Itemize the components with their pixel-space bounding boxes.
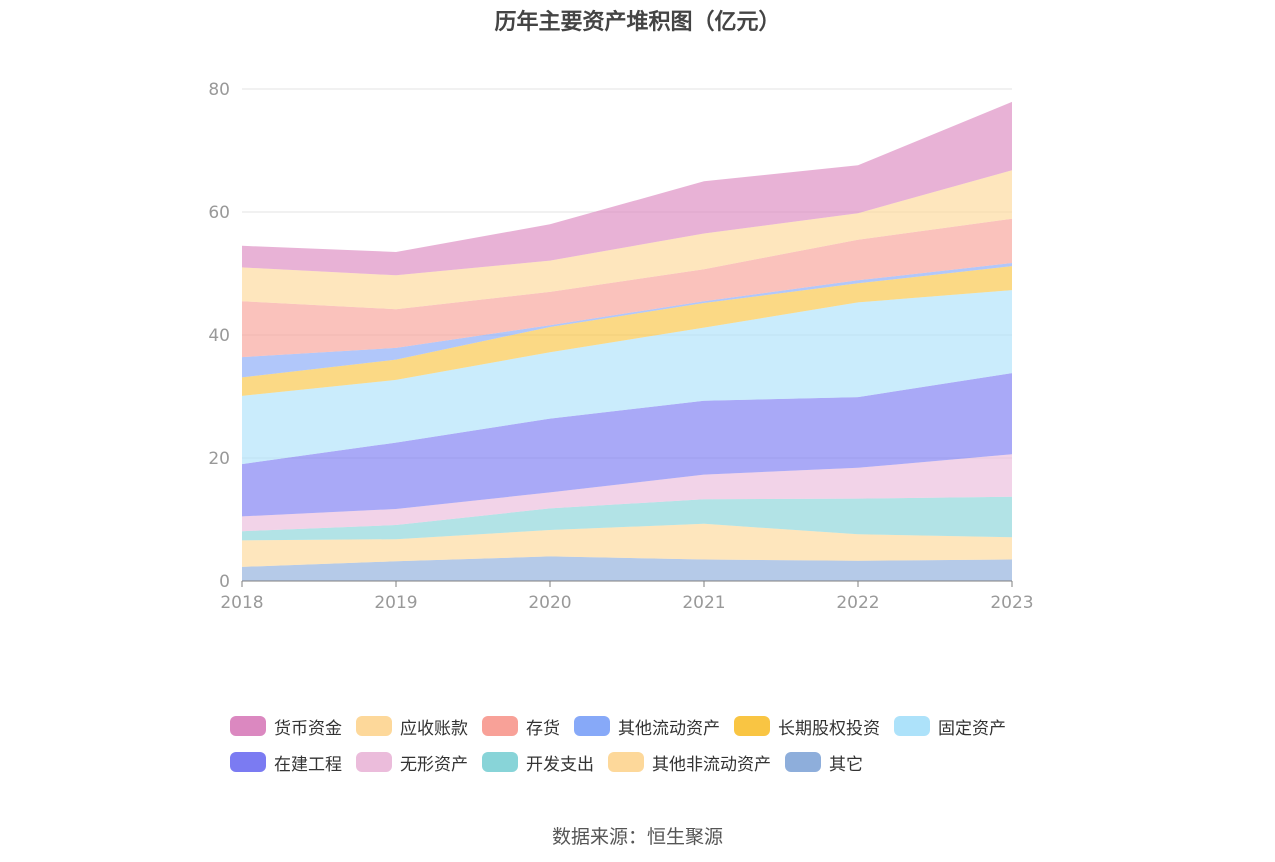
legend-swatch [356,716,392,736]
area-无形资产 [242,454,1012,532]
stacked-area-chart: 0 20 40 60 80 2018 2019 2020 2021 2022 2023 [208,80,1033,613]
chart-legend: 货币资金 应收账款 存货 其他流动资产 长期股权投资 固定资产在建工程 无形资产 开发支出 其他… [230,708,1090,780]
legend-item[interactable]: 开发支出 [482,750,594,775]
area-开发支出 [242,496,1012,541]
legend-item[interactable]: 长期股权投资 [734,714,880,739]
legend-swatch [574,716,610,736]
legend-item[interactable]: 存货 [482,714,560,739]
area-长期股权投资 [242,266,1012,396]
legend-item[interactable]: 应收账款 [356,714,468,739]
x-tick-label: 2021 [682,593,725,613]
data-source: 数据来源：恒生聚源 [551,826,723,848]
legend-item[interactable]: 其它 [785,750,863,775]
legend-item[interactable]: 无形资产 [356,750,468,775]
legend-swatch [608,752,644,772]
x-tick-label: 2018 [220,593,263,613]
y-tick-label: 40 [208,326,230,346]
legend-item[interactable]: 其他流动资产 [574,714,720,739]
area-应收账款 [242,170,1012,310]
legend-item[interactable]: 货币资金 [230,714,342,739]
legend-label: 长期股权投资 [778,718,880,739]
area-在建工程 [242,373,1012,517]
axes: 0 20 40 60 80 2018 2019 2020 2021 2022 2023 [208,80,1033,613]
legend-swatch [482,716,518,736]
legend-item[interactable]: 在建工程 [230,750,342,775]
area-存货 [242,218,1012,358]
x-tick-label: 2022 [836,593,879,613]
legend-swatch [356,752,392,772]
x-tick-label: 2023 [990,593,1033,613]
area-固定资产 [242,290,1012,465]
y-tick-label: 20 [208,449,230,469]
legend-item[interactable]: 其他非流动资产 [608,750,771,775]
legend-swatch [734,716,770,736]
legend-swatch [894,716,930,736]
legend-label: 存货 [526,718,560,739]
area-其他非流动资产 [242,523,1012,567]
y-tick-label: 60 [208,203,230,223]
y-tick-label: 80 [208,80,230,100]
area-其他流动资产 [242,263,1012,378]
legend-swatch [230,752,266,772]
legend-label: 货币资金 [274,718,342,739]
legend-row: 在建工程 无形资产 开发支出 其他非流动资产 其它 [230,744,1090,780]
legend-label: 其他流动资产 [618,718,720,739]
legend-label: 在建工程 [274,754,342,775]
x-tick-label: 2020 [528,593,571,613]
legend-item[interactable]: 固定资产 [894,714,1006,739]
legend-swatch [482,752,518,772]
legend-label: 其他非流动资产 [652,754,771,775]
area-货币资金 [242,101,1012,276]
chart-title: 历年主要资产堆积图（亿元） [494,10,781,35]
area-series [242,101,1012,581]
legend-label: 应收账款 [400,718,468,739]
legend-label: 开发支出 [526,754,594,775]
legend-swatch [230,716,266,736]
legend-label: 无形资产 [400,754,468,775]
y-tick-label: 0 [219,572,230,592]
x-tick-label: 2019 [374,593,417,613]
legend-label: 其它 [829,754,863,775]
legend-label: 固定资产 [938,718,1006,739]
legend-row: 货币资金 应收账款 存货 其他流动资产 长期股权投资 固定资产 [230,708,1090,744]
area-其它 [242,556,1012,581]
legend-swatch [785,752,821,772]
